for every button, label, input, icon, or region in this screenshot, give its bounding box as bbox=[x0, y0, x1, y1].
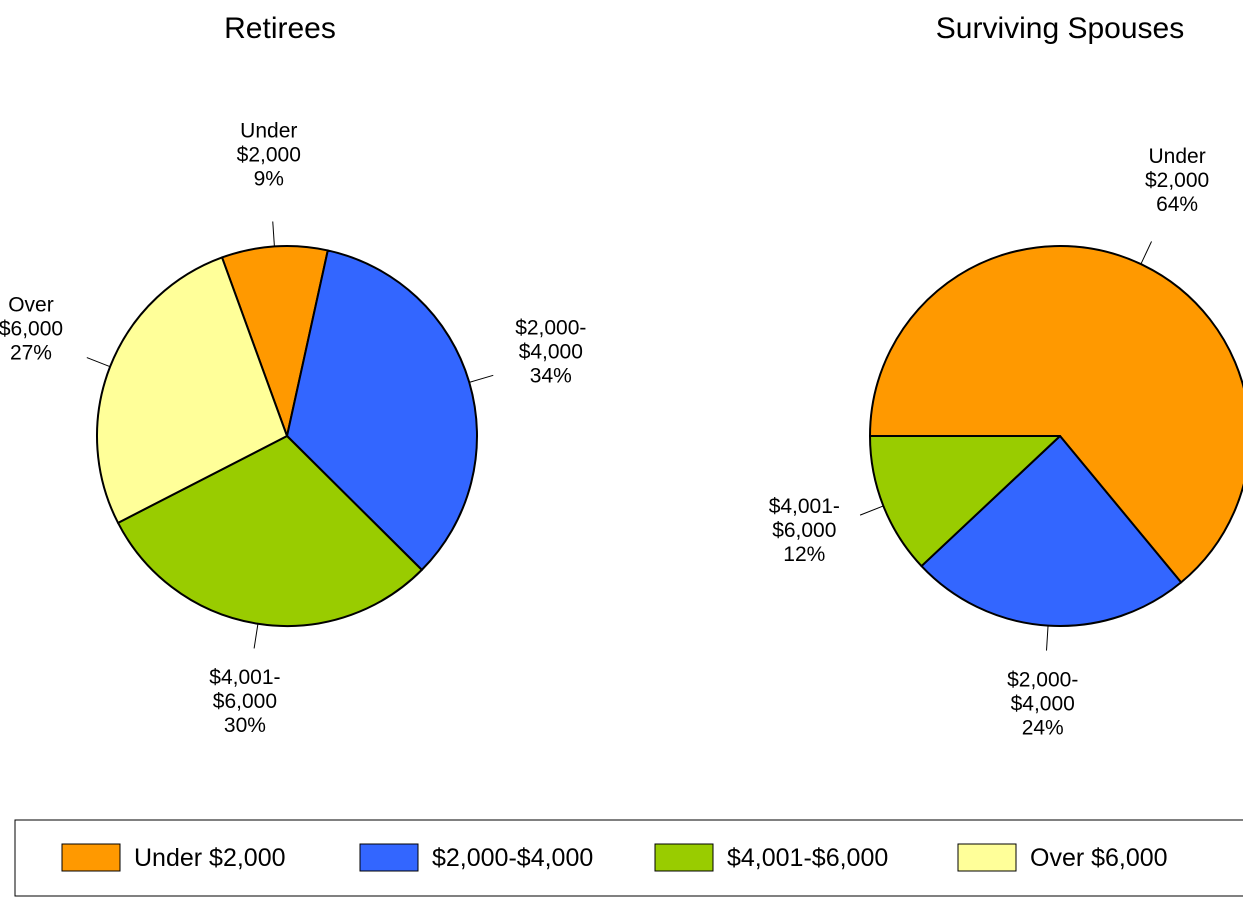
value-label: 64% bbox=[1156, 193, 1198, 216]
slice-label: Under $2,000 bbox=[1145, 145, 1209, 192]
slice-label-line: $2,000- bbox=[1007, 668, 1078, 691]
slice-label-line: Under bbox=[240, 120, 297, 143]
legend-label: $4,001-$6,000 bbox=[727, 844, 888, 872]
value-label: 9% bbox=[254, 168, 284, 191]
slice-label-line: $6,000 bbox=[772, 519, 836, 542]
slice-label-line: $4,000 bbox=[519, 340, 583, 363]
chart-title: Retirees bbox=[224, 12, 336, 45]
slice-label-line: $4,000 bbox=[1011, 692, 1075, 715]
legend-swatch bbox=[654, 843, 714, 872]
value-label: 30% bbox=[224, 714, 266, 737]
slice-label: $4,001-$6,000 bbox=[769, 495, 840, 542]
leader-line bbox=[1046, 625, 1049, 651]
pie-slice bbox=[117, 435, 423, 627]
legend-swatch bbox=[359, 843, 419, 872]
slice-label: $2,000-$4,000 bbox=[1007, 668, 1078, 715]
leader-line bbox=[86, 357, 111, 368]
slice-label-line: $2,000 bbox=[1145, 169, 1209, 192]
value-label: 24% bbox=[1022, 716, 1064, 739]
legend-label: Under $2,000 bbox=[134, 844, 286, 872]
slice-label-line: $4,001- bbox=[769, 495, 840, 518]
value-label: 27% bbox=[10, 342, 52, 365]
value-label: 34% bbox=[530, 364, 572, 387]
slice-label-line: $6,000 bbox=[213, 690, 277, 713]
legend-swatch bbox=[957, 843, 1017, 872]
slice-label-line: $2,000- bbox=[515, 316, 586, 339]
leader-line bbox=[253, 623, 259, 649]
leader-line bbox=[1140, 241, 1152, 265]
value-label: 12% bbox=[783, 543, 825, 566]
legend-swatch bbox=[61, 843, 121, 872]
chart-title: Surviving Spouses bbox=[936, 12, 1184, 45]
pie-slice bbox=[869, 245, 1243, 584]
legend-label: $2,000-$4,000 bbox=[432, 844, 593, 872]
slice-label-line: Over bbox=[8, 294, 54, 317]
slice-label: Under $2,000 bbox=[237, 120, 301, 167]
leader-line bbox=[272, 221, 275, 247]
pie-slice bbox=[286, 249, 478, 571]
legend-label: Over $6,000 bbox=[1030, 844, 1168, 872]
slice-label-line: $6,000 bbox=[0, 318, 63, 341]
slice-label: $4,001-$6,000 bbox=[209, 666, 280, 713]
slice-label: Over $6,000 bbox=[0, 294, 63, 341]
leader-line bbox=[469, 374, 494, 383]
slice-label: $2,000-$4,000 bbox=[515, 316, 586, 363]
slice-label-line: Under bbox=[1148, 145, 1205, 168]
legend-box bbox=[14, 819, 1243, 897]
pie-slice bbox=[920, 435, 1183, 627]
pie-slice bbox=[96, 256, 288, 524]
slice-label-line: $2,000 bbox=[237, 144, 301, 167]
leader-line bbox=[859, 505, 884, 516]
pie-slice bbox=[869, 435, 1061, 568]
slice-label-line: $4,001- bbox=[209, 666, 280, 689]
